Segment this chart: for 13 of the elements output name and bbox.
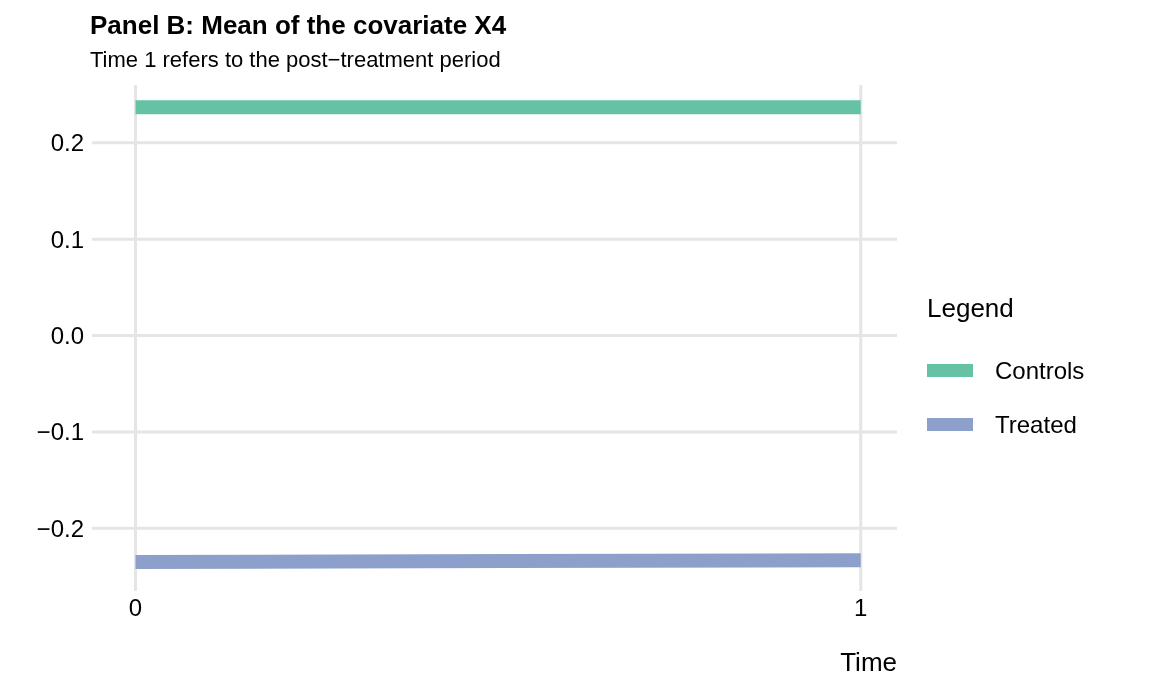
y-tick-label: −0.2 [36,514,84,542]
y-tick-label: 0.1 [50,225,84,253]
chart-subtitle: Time 1 refers to the post−treatment period [89,47,502,73]
y-tick-label: 0.2 [50,129,84,157]
y-tick-label: 0.0 [50,322,84,350]
legend-title: Legend [927,292,1015,324]
x-tick-label: 0 [128,594,143,622]
legend-label: Controls [995,356,1085,385]
x-axis-title: Time [840,647,897,677]
x-tick-label: 1 [854,594,868,622]
legend-label: Treated [995,410,1077,439]
chart-title: Panel B: Mean of the covariate X4 [89,10,508,41]
y-tick-label: −0.1 [36,418,84,446]
